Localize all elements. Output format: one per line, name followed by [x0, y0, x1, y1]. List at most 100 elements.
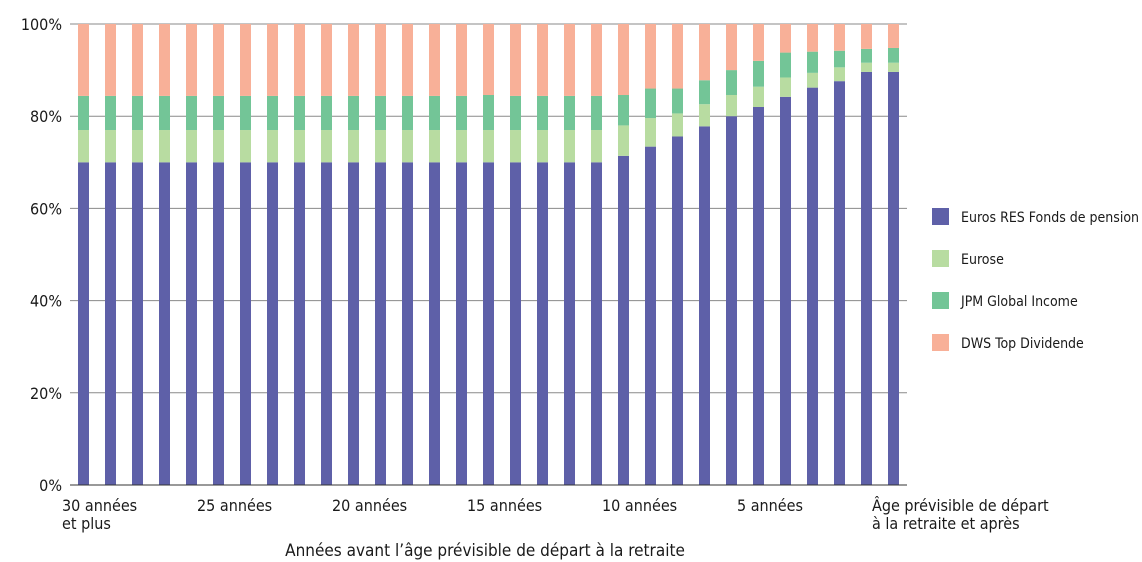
bar-segment [186, 162, 197, 486]
bar-segment [132, 162, 143, 486]
y-tick-label: 20% [30, 384, 62, 403]
y-tick-label: 40% [30, 292, 62, 311]
bar-segment [375, 24, 386, 96]
bar-segment [645, 146, 656, 485]
bar-segment [456, 95, 467, 131]
bar-segment [429, 24, 440, 96]
bar-segment [591, 162, 602, 486]
legend-swatch [932, 208, 949, 225]
legend: Euros RES Fonds de pension Eurose JPM Glob… [932, 208, 1139, 352]
bar-segment [483, 130, 494, 163]
bar-segment [429, 162, 440, 486]
bar-segment [510, 130, 521, 163]
legend-swatch [932, 250, 949, 267]
bar-segment [483, 162, 494, 486]
y-tick-label: 0% [39, 476, 62, 495]
bar-segment [132, 130, 143, 163]
bar-segment [105, 130, 116, 163]
legend-item: Euros RES Fonds de pension [932, 208, 1139, 226]
bar-segment [267, 130, 278, 163]
bar-segment [213, 130, 224, 163]
bar-segment [429, 130, 440, 163]
x-tick-label: 10 années [602, 496, 677, 515]
bar-segment [645, 88, 656, 119]
bar-segment [510, 95, 521, 131]
bar-segment [591, 24, 602, 96]
bar-segment [402, 95, 413, 131]
bar-segment [672, 113, 683, 137]
bar-segment [807, 51, 818, 73]
bar-segment [294, 24, 305, 96]
bar-segment [240, 162, 251, 486]
x-axis-tick-labels: 30 années et plus 25 années 20 années 15 ann… [62, 496, 1049, 533]
bar-segment [267, 95, 278, 131]
bar-segment [861, 24, 872, 49]
bar-segment [510, 24, 521, 96]
bar-segment [348, 130, 359, 163]
bar-segment [321, 95, 332, 131]
bar-segment [699, 126, 710, 485]
bar-segment [483, 94, 494, 131]
bar-segment [483, 24, 494, 95]
legend-item: DWS Top Dividende [932, 334, 1084, 352]
legend-label: Eurose [961, 252, 1004, 268]
bar-segment [537, 162, 548, 486]
x-tick-label: 15 années [467, 496, 542, 515]
bar-segment [564, 95, 575, 131]
bar-segment [132, 24, 143, 96]
bar-segment [861, 48, 872, 63]
bar-segment [105, 95, 116, 131]
bar-segment [294, 130, 305, 163]
x-tick-label: 30 années et plus [62, 496, 137, 533]
bar-segment [888, 62, 899, 72]
bar-segment [159, 162, 170, 486]
bar-segment [618, 155, 629, 485]
bar-segment [699, 80, 710, 105]
legend-label: DWS Top Dividende [961, 336, 1084, 352]
bar-segment [321, 24, 332, 96]
y-tick-label: 60% [30, 199, 62, 218]
bar-segment [591, 95, 602, 131]
bar-segment [726, 70, 737, 95]
bar-segment [564, 24, 575, 96]
bar-segment [537, 24, 548, 96]
bar-segment [186, 24, 197, 96]
bar-segment [321, 162, 332, 486]
bar-segment [78, 95, 89, 131]
y-tick-label: 100% [21, 15, 62, 34]
bar-segment [348, 95, 359, 131]
bar-segment [699, 104, 710, 127]
bar-segment [888, 24, 899, 48]
legend-swatch [932, 292, 949, 309]
x-tick-label: Âge prévisible de départ à la retraite et… [872, 496, 1049, 533]
bar-segment [672, 88, 683, 114]
bar-segment [267, 162, 278, 486]
bar-segment [186, 95, 197, 131]
bar-segment [159, 95, 170, 131]
bar-segment [699, 24, 710, 81]
bar-segment [105, 162, 116, 486]
bar-segment [564, 130, 575, 163]
bar-segment [537, 130, 548, 163]
bar-segment [618, 94, 629, 126]
bar-segment [456, 24, 467, 96]
legend-item: JPM Global Income [932, 292, 1078, 310]
bar-segment [834, 24, 845, 51]
bar-segment [213, 95, 224, 131]
bar-segment [780, 52, 791, 78]
bar-segment [159, 24, 170, 96]
bar-segment [105, 24, 116, 96]
bar-segment [834, 81, 845, 485]
bar-segment [807, 87, 818, 486]
bar-segment [456, 162, 467, 486]
bar-segment [618, 24, 629, 95]
bar-segment [240, 130, 251, 163]
x-tick-label: 20 années [332, 496, 407, 515]
bar-segment [78, 24, 89, 96]
bars [78, 24, 899, 486]
bar-segment [294, 95, 305, 131]
bar-segment [672, 136, 683, 485]
bar-segment [780, 77, 791, 97]
bar-segment [726, 116, 737, 485]
bar-segment [618, 125, 629, 156]
